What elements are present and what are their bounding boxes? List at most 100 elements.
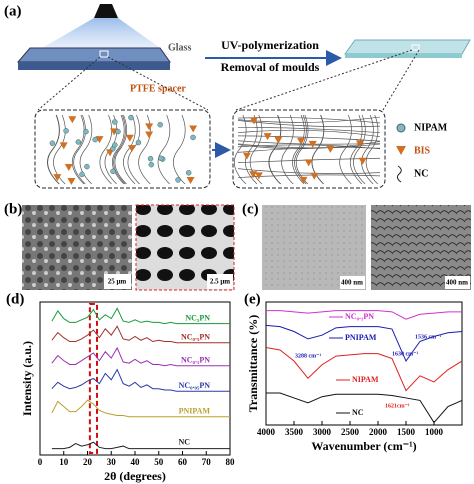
- series-line: [51, 399, 230, 418]
- nipam: [190, 134, 196, 141]
- nc-chain: [99, 114, 113, 185]
- annotation: 1536 cm⁻¹: [415, 334, 441, 340]
- bis: [249, 171, 258, 179]
- y-axis-label: Transmittance (%): [246, 315, 260, 412]
- crosslink: [237, 168, 381, 174]
- scale-bar: 25 μm: [108, 278, 127, 286]
- bis: [145, 123, 154, 131]
- zoom-box: [99, 50, 109, 58]
- bis: [326, 145, 335, 153]
- nipam: [92, 136, 98, 143]
- series-line: [51, 346, 230, 367]
- panel-b: (b) 25 μm 2.5 μm: [4, 201, 235, 291]
- zoom-lines: [37, 49, 420, 111]
- charts: (d) 2θ (degrees) Intensity (a.u.) 0 10 20 30 40…: [6, 291, 463, 483]
- nc-chain: [113, 114, 126, 185]
- x-tick-label: 0: [38, 457, 43, 467]
- nipam: [128, 114, 134, 121]
- step-label: Removal of moulds: [221, 60, 320, 74]
- nipam: [83, 128, 89, 135]
- uv-light: [30, 18, 170, 55]
- series-line: [51, 325, 230, 344]
- panel-c: (c) 400 nm 400 nm: [242, 201, 471, 290]
- y-axis-label: Intensity (a.u.): [20, 341, 34, 416]
- x-tick-label: 4000: [257, 427, 276, 437]
- x-axis-label: Wavenumber (cm⁻¹): [311, 439, 416, 453]
- bis: [95, 136, 104, 144]
- nc-chain: [361, 114, 374, 185]
- nipam: [63, 128, 69, 134]
- plot-frame: [39, 301, 231, 456]
- x-tick-label: 60: [178, 457, 188, 467]
- bis: [310, 172, 319, 180]
- bis: [358, 157, 367, 165]
- nc-chain: [127, 114, 141, 185]
- series-label: NC: [178, 437, 190, 446]
- nc-chain: [53, 114, 66, 185]
- crosslink: [237, 129, 381, 138]
- annotation: 3288 cm⁻¹: [295, 353, 321, 359]
- series-label: NC₀.₀₅PN: [179, 381, 211, 390]
- legend-icon: [396, 123, 406, 133]
- nipam: [135, 139, 142, 146]
- nc-chain: [47, 114, 60, 185]
- bis: [249, 117, 258, 125]
- scale-bar: 2.5 μm: [210, 278, 230, 286]
- nipam: [115, 128, 121, 135]
- scale-bg: [445, 276, 470, 289]
- nc-chain: [233, 114, 247, 185]
- nc-chain: [123, 114, 136, 185]
- x-tick-label: 2000: [369, 427, 388, 437]
- x-tick-label: 1500: [397, 427, 416, 437]
- panel-label: (d): [6, 291, 24, 307]
- nipam: [79, 171, 85, 178]
- bis: [186, 177, 195, 185]
- panel-a: (a) Glass PTFE spacer UV-polymerization …: [4, 3, 471, 189]
- series-label: PNIPAM: [179, 407, 211, 416]
- bis: [254, 172, 263, 180]
- series-label: PNIPAM: [345, 333, 377, 342]
- network-box: [232, 109, 386, 189]
- plot-frame: [265, 301, 463, 426]
- bis: [274, 136, 283, 144]
- legend-icon: [396, 146, 406, 155]
- nipam: [49, 140, 56, 146]
- bis: [297, 137, 306, 145]
- scale-bg: [207, 274, 233, 289]
- crosslink: [237, 143, 381, 149]
- nipam: [158, 155, 164, 162]
- x-tick-label: 50: [154, 457, 164, 467]
- series-label: NC₀.₁PN: [181, 356, 210, 365]
- nipam: [110, 168, 116, 175]
- x-tick-label: 30: [107, 457, 117, 467]
- highlight: [88, 303, 98, 454]
- bis: [263, 133, 272, 141]
- nc-chain: [281, 114, 294, 185]
- bis: [299, 176, 308, 184]
- x-tick-label: 80: [226, 457, 236, 467]
- legend-label: NIPAM: [414, 122, 448, 133]
- scale-bg: [340, 276, 365, 289]
- zoom-box: [411, 44, 420, 51]
- bis: [304, 159, 313, 167]
- nc-chain: [172, 114, 186, 185]
- crosslink: [237, 126, 381, 134]
- tem-image: [262, 205, 366, 290]
- series-label: NC₅PN: [185, 314, 210, 323]
- schematic-content: [47, 114, 381, 186]
- nipam: [75, 139, 82, 145]
- legend-icon: [396, 165, 402, 183]
- panel-label: (e): [244, 291, 261, 307]
- nc-chain: [244, 114, 258, 185]
- nc-chain: [71, 114, 85, 185]
- annotation: 1630 cm⁻¹: [392, 351, 418, 357]
- nipam: [157, 121, 163, 128]
- annotation: 1621cm⁻¹: [385, 403, 410, 409]
- bis: [189, 125, 198, 133]
- legend-label: NC: [414, 168, 428, 179]
- nc-chain: [114, 114, 128, 185]
- series-label: NC: [352, 408, 364, 417]
- nc-chain: [73, 114, 86, 185]
- nc-chain: [157, 114, 171, 185]
